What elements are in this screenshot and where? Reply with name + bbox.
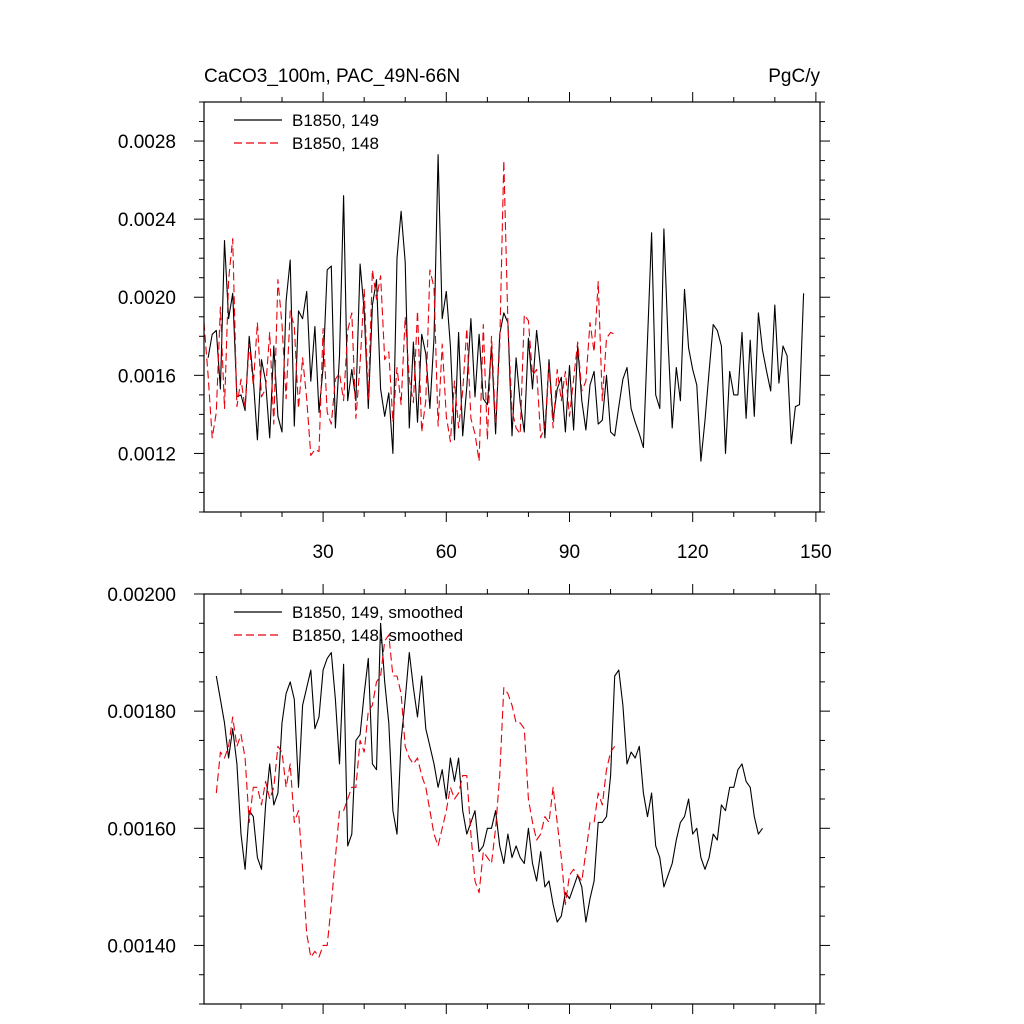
series-line-b1850-149-smoothed (215, 622, 763, 923)
bottom-panel-legend: B1850, 149, smoothed B1850, 148, smoothe… (234, 603, 463, 645)
series-line-b1850-148-smoothed (215, 634, 616, 958)
y-tick-label: 0.00200 (107, 585, 176, 606)
bottom-panel: 0.00140 0.00160 0.00180 0.00200 B1850, 149,… (107, 584, 830, 1014)
y-tick-label: 0.0020 (118, 288, 176, 309)
y-tick-label: 0.00180 (107, 702, 176, 723)
y-tick-label: 0.0028 (118, 132, 176, 153)
top-panel-title-right: PgC/y (768, 66, 820, 87)
top-panel-series (203, 154, 805, 462)
top-panel-title-left: CaCO3_100m, PAC_49N-66N (204, 66, 460, 87)
top-panel-frame (203, 101, 821, 513)
top-panel: CaCO3_100m, PAC_49N-66N PgC/y 30 60 90 120 1… (118, 66, 832, 563)
top-panel-ticks: 30 60 90 120 150 0.0012 0.0016 0.0020 0.0024 0.00… (118, 92, 832, 563)
y-tick-label: 0.0012 (118, 444, 176, 465)
bottom-panel-ticks: 0.00140 0.00160 0.00180 0.00200 (107, 584, 830, 1014)
legend-label-148-smoothed: B1850, 148, smoothed (292, 626, 463, 645)
legend-label-148: B1850, 148 (292, 134, 379, 153)
x-tick-label: 150 (800, 542, 832, 563)
x-tick-label: 60 (436, 542, 457, 563)
legend-label-149: B1850, 149 (292, 111, 379, 130)
y-tick-label: 0.00140 (107, 936, 176, 957)
x-tick-label: 120 (677, 542, 709, 563)
x-tick-label: 30 (313, 542, 334, 563)
bottom-panel-series (215, 622, 763, 958)
top-panel-legend: B1850, 149 B1850, 148 (234, 111, 379, 153)
y-tick-label: 0.0024 (118, 210, 177, 231)
y-tick-label: 0.0016 (118, 366, 176, 387)
series-line-b1850-149 (207, 154, 805, 462)
y-tick-label: 0.00160 (107, 819, 176, 840)
x-tick-label: 90 (559, 542, 580, 563)
series-line-b1850-148 (203, 160, 615, 462)
legend-label-149-smoothed: B1850, 149, smoothed (292, 603, 463, 622)
